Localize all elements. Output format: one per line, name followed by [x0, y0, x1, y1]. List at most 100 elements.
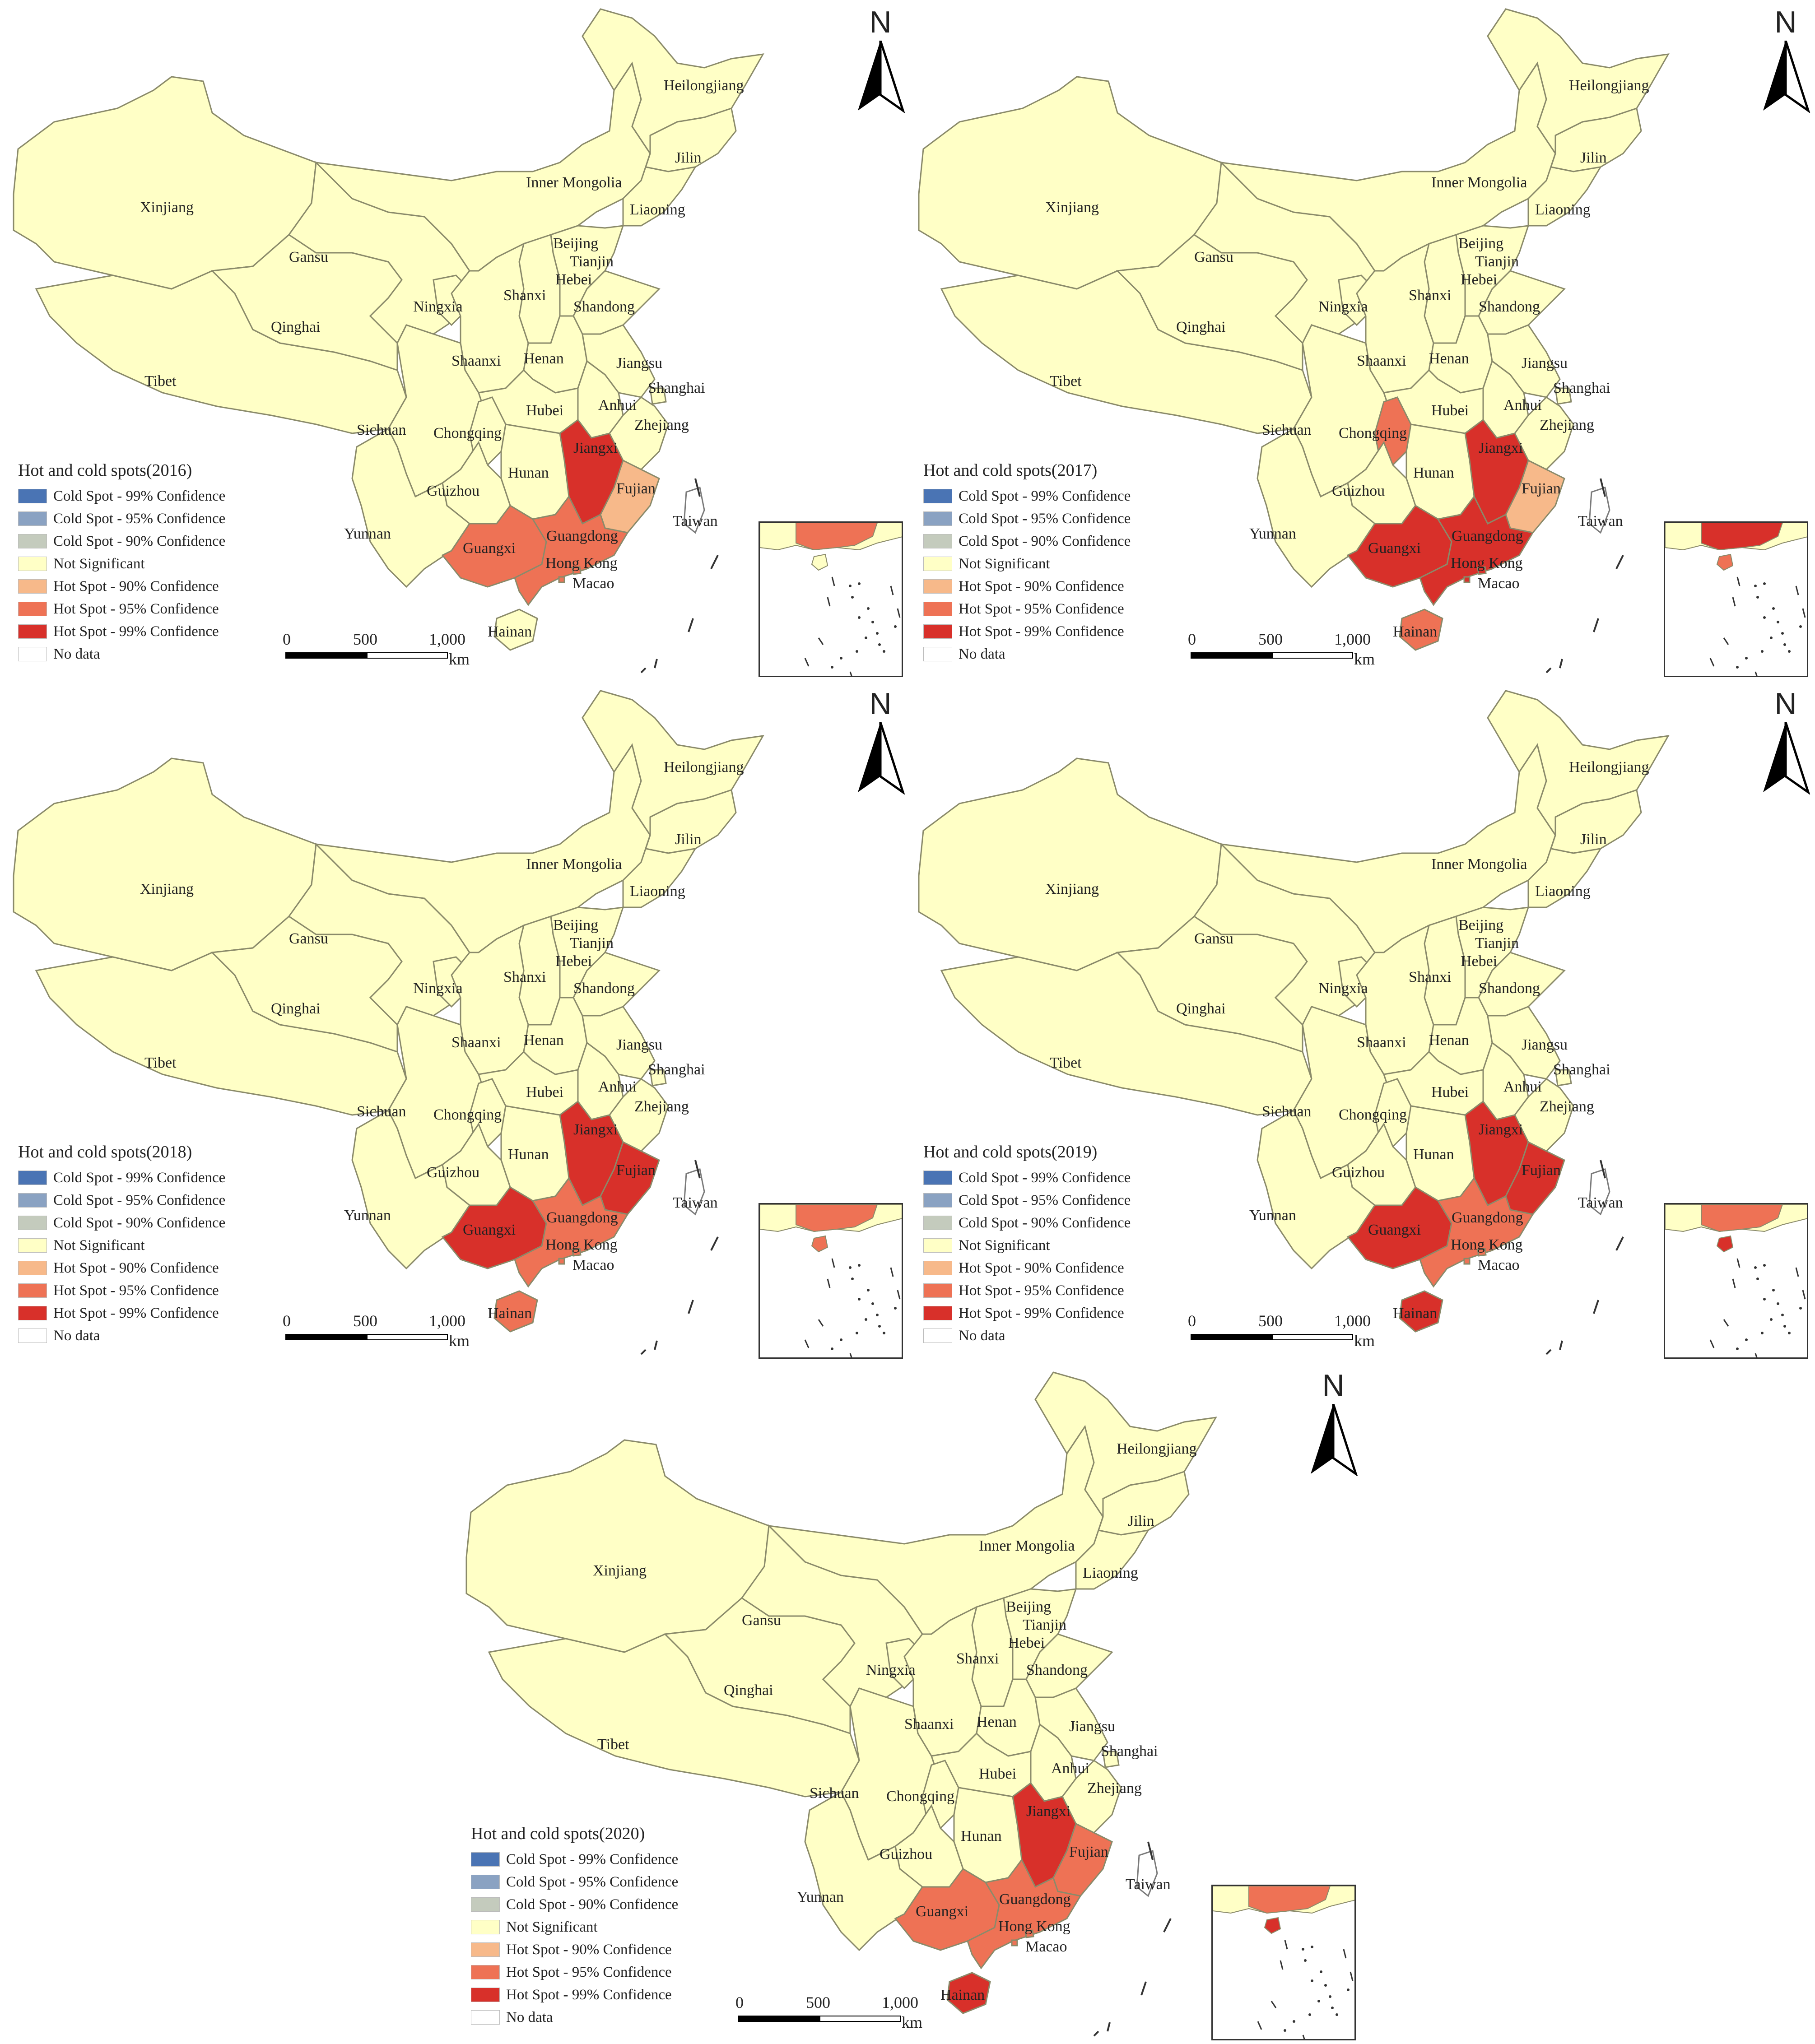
legend-item: Cold Spot - 99% Confidence — [18, 1166, 289, 1189]
label-ningxia: Ningxia — [413, 298, 463, 315]
legend-item: Cold Spot - 95% Confidence — [18, 507, 289, 530]
label-qinghai: Qinghai — [271, 1000, 321, 1017]
legend-swatch — [471, 1920, 500, 1934]
legend-label: Hot Spot - 99% Confidence — [53, 1305, 219, 1321]
label-hong-kong: Hong Kong — [545, 555, 618, 571]
scale-tick-label: 1,000 — [429, 1312, 465, 1330]
legend-title: Hot and cold spots(2020) — [471, 1824, 645, 1843]
legend-label: Hot Spot - 99% Confidence — [959, 623, 1124, 640]
scale-tick-label: 0 — [1188, 630, 1196, 648]
legend-item: Hot Spot - 90% Confidence — [471, 1938, 742, 1961]
label-hebei: Hebei — [555, 271, 592, 288]
scale-tick-label: 500 — [353, 630, 377, 648]
boundary-dash — [654, 659, 658, 669]
province-jiangsu — [582, 1006, 656, 1080]
label-zhejiang: Zhejiang — [1540, 417, 1594, 433]
scale-bar: 0 500 1,000 km — [283, 1311, 493, 1352]
legend-swatch — [923, 579, 952, 594]
label-hainan: Hainan — [940, 1987, 985, 2003]
legend-swatch — [18, 1261, 47, 1275]
label-shandong: Shandong — [573, 980, 635, 997]
legend-swatch — [923, 557, 952, 571]
boundary-dash — [1545, 1349, 1552, 1355]
label-qinghai: Qinghai — [1176, 319, 1226, 335]
label-xinjiang: Xinjiang — [593, 1562, 647, 1579]
label-jiangsu: Jiangsu — [616, 355, 662, 372]
north-label: N — [1322, 1368, 1345, 1403]
label-guangdong: Guangdong — [546, 528, 618, 544]
label-henan: Henan — [1429, 350, 1469, 367]
boundary-dash — [1593, 1300, 1599, 1314]
boundary-dash — [1147, 1841, 1154, 1860]
south-china-sea-inset — [1211, 1885, 1356, 2040]
label-hubei: Hubei — [1431, 1084, 1469, 1101]
legend-label: Hot Spot - 90% Confidence — [506, 1941, 672, 1958]
map-panel-2020: Xinjiang Tibet Qinghai Gansu Inner Mongolia H… — [453, 1363, 1358, 2040]
label-yunnan: Yunnan — [1249, 1207, 1296, 1224]
label-hunan: Hunan — [508, 1146, 549, 1163]
label-ningxia: Ningxia — [866, 1662, 916, 1678]
legend-item: Hot Spot - 95% Confidence — [18, 598, 289, 620]
province-hong-kong — [572, 1248, 582, 1257]
legend-label: Cold Spot - 90% Confidence — [53, 1214, 226, 1231]
legend-swatch — [923, 1216, 952, 1230]
province-liaoning — [1527, 153, 1602, 227]
north-arrow-icon — [1763, 41, 1810, 113]
legend-item: Cold Spot - 90% Confidence — [18, 530, 289, 553]
scale-tick-label: 500 — [806, 1993, 830, 2011]
province-macao — [558, 1258, 565, 1265]
label-xinjiang: Xinjiang — [1045, 199, 1099, 216]
scale-tick-label: 500 — [353, 1312, 377, 1330]
label-chongqing: Chongqing — [886, 1788, 954, 1805]
label-guizhou: Guizhou — [1332, 483, 1385, 499]
north-arrow-icon — [858, 41, 905, 113]
label-hong-kong: Hong Kong — [1451, 555, 1523, 571]
label-jiangsu: Jiangsu — [616, 1036, 662, 1053]
inset-map — [760, 523, 902, 676]
label-qinghai: Qinghai — [724, 1682, 773, 1699]
legend-swatch — [471, 1897, 500, 1912]
label-shanxi: Shanxi — [1409, 969, 1451, 985]
legend-label: Hot Spot - 95% Confidence — [959, 1282, 1124, 1299]
scale-segment-black — [285, 652, 367, 659]
inset-map — [760, 1204, 902, 1357]
legend-label: Not Significant — [959, 1237, 1050, 1254]
label-shanghai: Shanghai — [1101, 1743, 1158, 1760]
map-panel-2019: Xinjiang Tibet Qinghai Gansu Inner Mongolia H… — [905, 682, 1810, 1359]
scale-tick-label: 500 — [1258, 1312, 1283, 1330]
boundary-dash — [1140, 1981, 1147, 1996]
label-yunnan: Yunnan — [344, 525, 391, 542]
north-arrow: N — [1308, 1368, 1358, 1476]
label-guangxi: Guangxi — [1368, 540, 1421, 557]
province-jiangsu — [582, 324, 656, 398]
legend-label: Not Significant — [506, 1919, 598, 1935]
province-hong-kong — [572, 566, 582, 575]
legend-item: Hot Spot - 95% Confidence — [471, 1961, 742, 1984]
legend-label: Cold Spot - 99% Confidence — [959, 1169, 1131, 1186]
legend-swatch — [923, 624, 952, 639]
legend-swatch — [471, 1965, 500, 1979]
boundary-dash — [1615, 555, 1624, 569]
legend-label: Not Significant — [959, 555, 1050, 572]
legend-item: Hot Spot - 90% Confidence — [18, 1257, 289, 1279]
legend-item: Cold Spot - 90% Confidence — [18, 1212, 289, 1234]
label-tianjin: Tianjin — [1475, 935, 1519, 952]
legend-label: Cold Spot - 99% Confidence — [53, 1169, 226, 1186]
legend-item: No data — [923, 1324, 1194, 1347]
label-shaanxi: Shaanxi — [451, 1034, 501, 1051]
province-macao — [1463, 576, 1471, 583]
province-shanghai — [1554, 1069, 1572, 1087]
label-guangdong: Guangdong — [1452, 1209, 1523, 1226]
label-ningxia: Ningxia — [1318, 298, 1368, 315]
legend-swatch — [18, 534, 47, 548]
scale-tick-label: 1,000 — [1334, 1312, 1371, 1330]
label-yunnan: Yunnan — [344, 1207, 391, 1224]
label-jilin: Jilin — [1128, 1513, 1154, 1529]
legend-item: Hot Spot - 95% Confidence — [18, 1279, 289, 1302]
label-hainan: Hainan — [488, 1305, 532, 1322]
legend-swatch — [18, 557, 47, 571]
label-shanghai: Shanghai — [1553, 380, 1610, 396]
legend: Hot and cold spots(2017) Cold Spot - 99% … — [923, 460, 1194, 665]
label-hunan: Hunan — [508, 465, 549, 481]
scale-segment-white — [367, 1334, 448, 1340]
